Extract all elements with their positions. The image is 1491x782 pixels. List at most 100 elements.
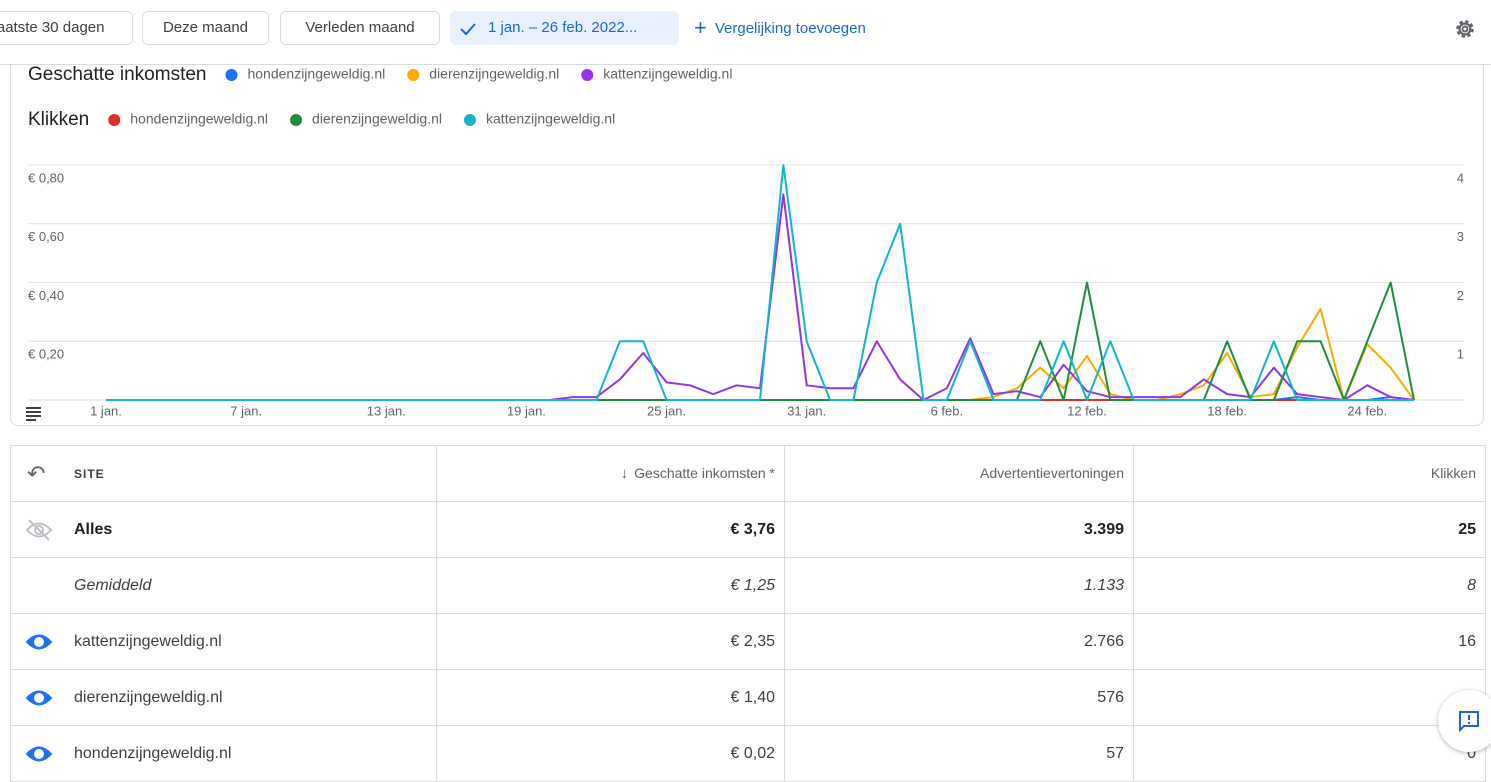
date-range-button[interactable]: 1 jan. – 26 feb. 2022... [450, 11, 679, 45]
cell-text: 576 [1097, 689, 1124, 706]
table-cell: 0 [1133, 726, 1485, 781]
cell-text: kattenzijngeweldig.nl [74, 633, 222, 650]
menu-icon[interactable] [26, 407, 41, 421]
table-row: Gemiddeld € 1,25 1.133 8 [11, 558, 1485, 614]
header-cell: SITE ↶ [11, 446, 436, 501]
header-label: Advertentievertoningen [980, 465, 1124, 481]
feedback-icon [1459, 711, 1479, 733]
y2-tick-label: 4 [1457, 170, 1464, 185]
cell-text: dierenzijngeweldig.nl [74, 689, 223, 706]
y-tick-label: € 0,40 [28, 288, 64, 303]
header-label: Geschatte inkomsten * [634, 465, 775, 481]
x-tick-label: 25 jan. [647, 403, 686, 418]
table-cell: dierenzijngeweldig.nl [11, 670, 436, 725]
series-line [106, 164, 1414, 401]
table-cell: 8 [1133, 558, 1485, 613]
table-cell: hondenzijngeweldig.nl [11, 726, 436, 781]
sort-arrow: ↓ [620, 465, 629, 482]
table-cell: 9 [1133, 670, 1485, 725]
header-label: SITE [74, 467, 105, 481]
y2-tick-label: 2 [1457, 288, 1464, 303]
visibility-icon [25, 690, 53, 706]
table-row: kattenzijngeweldig.nl € 2,35 2.766 16 [11, 614, 1485, 670]
legend-title: Geschatte inkomsten [28, 64, 206, 85]
table-cell: 3.399 [784, 502, 1133, 557]
chart: € 0,20 € 0,40 € 0,60 € 0,80 1 2 3 4 1 jan. 7 jan.… [26, 64, 1464, 421]
undo-icon: ↶ [27, 461, 46, 486]
legend-dot [290, 114, 303, 126]
x-tick-label: 24 feb. [1347, 403, 1387, 418]
eye-pupil [34, 637, 44, 647]
legend-dot [225, 69, 238, 81]
cell-text: 2.766 [1083, 633, 1124, 650]
cell-text: € 1,25 [730, 577, 775, 594]
x-tick-label: 1 jan. [90, 403, 122, 418]
cell-text: € 3,76 [730, 521, 775, 538]
cell-text: 16 [1458, 633, 1476, 650]
legend-dot [407, 69, 420, 81]
y2-tick-label: 1 [1457, 347, 1464, 362]
table-cell: € 1,25 [436, 558, 784, 613]
table-cell: Gemiddeld [11, 558, 436, 613]
toolbar-divider [0, 64, 1491, 65]
table-cell: 16 [1133, 614, 1485, 669]
date-range: 1 jan. – 26 feb. 2022... [488, 19, 638, 36]
header-row: SITE ↶ ↓ Geschatte inkomsten * Advertentieve… [11, 446, 1485, 502]
chart-card [10, 65, 1484, 426]
preset-button[interactable]: Deze maand [142, 11, 269, 45]
legend-dot [108, 114, 121, 126]
legend-label: dierenzijngeweldig.nl [429, 66, 559, 82]
y-tick-label: € 0,60 [28, 229, 64, 244]
x-tick-label: 19 jan. [507, 403, 546, 418]
table-row: Alles € 3,76 3.399 25 [11, 502, 1485, 558]
header-cell: Advertentievertoningen [784, 446, 1133, 501]
table-cell: 57 [784, 726, 1133, 781]
visibility-icon [25, 634, 53, 650]
table-cell: 576 [784, 670, 1133, 725]
eye-pupil [34, 749, 44, 759]
header-cell: ↓ Geschatte inkomsten * [436, 446, 784, 501]
visibility-icon [25, 746, 53, 762]
x-tick-label: 7 jan. [230, 403, 262, 418]
x-tick-label: 13 jan. [367, 403, 406, 418]
table-cell: € 3,76 [436, 502, 784, 557]
eye-pupil [34, 525, 44, 535]
table-cell: Alles [11, 502, 436, 557]
x-tick-label: 18 feb. [1207, 403, 1247, 418]
y-tick-label: € 0,80 [28, 170, 64, 185]
cell-text: 1.133 [1083, 577, 1124, 594]
y2-tick-label: 3 [1457, 229, 1464, 244]
x-tick-label: 6 feb. [931, 403, 964, 418]
table-row: dierenzijngeweldig.nl € 1,40 576 9 [11, 670, 1485, 726]
visibility-icon [25, 519, 53, 541]
table-cell: € 2,35 [436, 614, 784, 669]
x-tick-label: 31 jan. [787, 403, 826, 418]
legend-label: hondenzijngeweldig.nl [247, 66, 385, 82]
cell-text: 0 [1467, 745, 1476, 762]
table-cell: 1.133 [784, 558, 1133, 613]
legend-label: kattenzijngeweldig.nl [486, 111, 615, 127]
preset-button[interactable]: Laatste 30 dagen [0, 11, 133, 45]
legend-label: hondenzijngeweldig.nl [130, 111, 268, 127]
cell-text: 25 [1458, 521, 1476, 538]
table-cell: 25 [1133, 502, 1485, 557]
compare-button[interactable]: + Vergelijking toevoegen [694, 16, 866, 41]
plus-icon: + [694, 15, 707, 40]
y-tick-label: € 0,20 [28, 347, 64, 362]
cell-text: € 0,02 [730, 745, 775, 762]
cell-text: € 2,35 [730, 633, 775, 650]
eye-strike [28, 519, 50, 541]
check-icon [460, 23, 476, 36]
cell-text: hondenzijngeweldig.nl [74, 745, 232, 762]
cell-text: € 1,40 [730, 689, 775, 706]
legend-label: kattenzijngeweldig.nl [603, 66, 732, 82]
x-tick-label: 12 feb. [1067, 403, 1107, 418]
preset-button[interactable]: Verleden maand [280, 11, 440, 45]
legend-dot [581, 69, 594, 81]
cell-text: 57 [1106, 745, 1124, 762]
table-cell: € 1,40 [436, 670, 784, 725]
settings-icon[interactable] [1452, 16, 1478, 42]
table-cell: kattenzijngeweldig.nl [11, 614, 436, 669]
feedback-button[interactable] [1438, 690, 1491, 752]
